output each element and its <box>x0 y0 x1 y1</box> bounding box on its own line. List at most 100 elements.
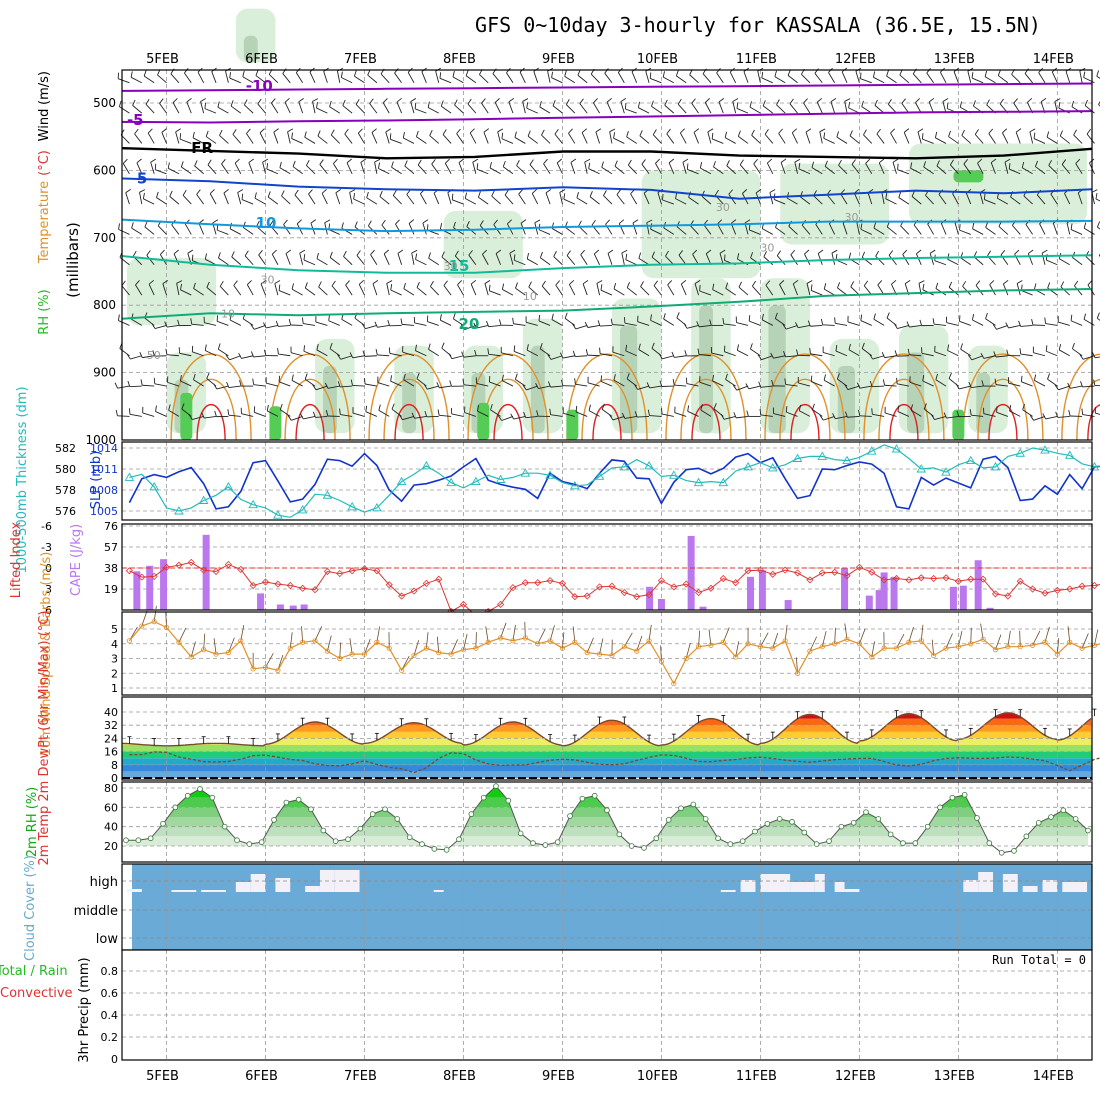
wind-barb <box>590 73 600 84</box>
wind10m-barb <box>708 629 712 646</box>
wind-barb <box>699 290 712 296</box>
wind-barb-flag <box>1086 128 1092 135</box>
wind-speed-marker <box>399 667 405 673</box>
rh2m-marker <box>135 837 142 843</box>
isotherm-35 <box>493 403 523 441</box>
thickness-marker <box>198 495 209 504</box>
li-marker <box>880 576 888 584</box>
thickness-marker <box>941 467 951 476</box>
wind-barb <box>707 131 712 144</box>
li-marker <box>694 588 703 597</box>
wind-barb <box>118 228 130 235</box>
wind-barb <box>216 385 229 390</box>
wind-barb <box>826 194 836 205</box>
wind-barb-flag <box>415 253 418 260</box>
wind-barb <box>814 73 823 84</box>
wind10m-barb <box>203 633 206 650</box>
wind-barb-flag <box>572 323 577 330</box>
wind-barb-flag <box>486 320 490 327</box>
wind10m-barb <box>722 627 730 643</box>
wind-barb-flag <box>887 98 892 105</box>
rh2m-tick-label: 40 <box>104 821 118 834</box>
wind-barb <box>442 134 452 144</box>
wind-barb <box>410 101 415 114</box>
wind-barb-flag <box>651 342 655 349</box>
wind-barb <box>217 229 229 235</box>
wind10m-barb <box>796 657 798 674</box>
wind-barb-flag <box>260 279 267 285</box>
wind-barb <box>687 169 699 175</box>
wind-barb <box>724 137 736 144</box>
wind10m-barb <box>1007 630 1011 647</box>
wind-barb <box>823 379 835 387</box>
wind-barb <box>838 164 848 175</box>
wind-barb <box>588 410 600 417</box>
wind-barb <box>547 70 551 83</box>
wind-barb <box>229 77 241 84</box>
wind10m-barb <box>957 631 963 647</box>
wind-barb <box>600 353 613 357</box>
wind-barb <box>230 105 242 114</box>
li-marker <box>855 563 863 571</box>
wind-barb-flag <box>493 219 498 225</box>
wind-barb <box>612 351 625 357</box>
wind10m-barb <box>485 626 489 643</box>
wind-barb-flag <box>724 254 726 261</box>
wind-barb-flag <box>621 412 626 419</box>
rh2m-marker <box>480 794 487 801</box>
wind-barb-flag <box>1040 97 1047 103</box>
cape-bar <box>974 560 982 610</box>
wind-barb-flag <box>712 374 715 381</box>
wind10m-barb <box>809 636 818 652</box>
wind-barb-flag <box>1008 163 1011 170</box>
wind-barb-flag <box>963 159 969 165</box>
wind-barb-flag <box>713 403 717 410</box>
wind-barb <box>909 324 922 328</box>
wind-barb-flag <box>201 412 205 419</box>
rh2m-marker <box>567 813 573 819</box>
wind-barb-flag <box>483 128 490 133</box>
wind-barb-flag <box>664 99 668 106</box>
li-marker <box>793 569 802 577</box>
wind-barb-flag <box>910 404 914 411</box>
wind-barb-flag <box>876 128 881 135</box>
wind-barb-flag <box>971 314 975 321</box>
wind-barb-flag <box>277 348 279 355</box>
wind-barb <box>737 349 749 357</box>
wind-barb-flag <box>616 189 621 195</box>
wind-barb <box>872 413 885 417</box>
wind-barb <box>200 101 205 114</box>
wind-barb-flag <box>722 317 725 325</box>
wind-barb <box>922 380 934 387</box>
cloud-block <box>250 874 266 892</box>
rh2m-marker <box>197 786 203 792</box>
wind-barb-flag <box>263 349 267 356</box>
li-marker <box>497 600 505 608</box>
wind-barb <box>1096 317 1100 321</box>
wind-barb <box>725 379 736 387</box>
wind-barb-flag <box>700 404 703 411</box>
wind10m-barb <box>572 626 576 643</box>
wind-barb <box>317 135 328 144</box>
date-label-top: 12FEB <box>835 52 876 67</box>
wind-barb-flag <box>848 101 851 108</box>
wind-barb-flag <box>507 219 512 225</box>
wind-barb-flag <box>1081 408 1084 415</box>
thickness-tick-label: 576 <box>55 505 76 518</box>
cloud-block <box>790 882 815 892</box>
wind-barb <box>192 137 204 144</box>
wind-barb-flag <box>324 382 329 389</box>
wind-barb-flag <box>1020 375 1023 382</box>
wind-barb <box>415 259 427 266</box>
wind10m-barb <box>698 630 701 647</box>
wind-barb <box>736 385 749 391</box>
isotherm-25 <box>962 353 1044 441</box>
wind10m-barb <box>537 629 546 644</box>
wind-barb <box>374 161 378 174</box>
wind10m-barb <box>326 635 332 652</box>
thickness-marker <box>273 510 283 519</box>
thickness-marker <box>223 481 234 491</box>
wind-barb <box>732 101 737 114</box>
wind-barb <box>380 73 390 84</box>
wind-barb-flag <box>834 317 836 324</box>
